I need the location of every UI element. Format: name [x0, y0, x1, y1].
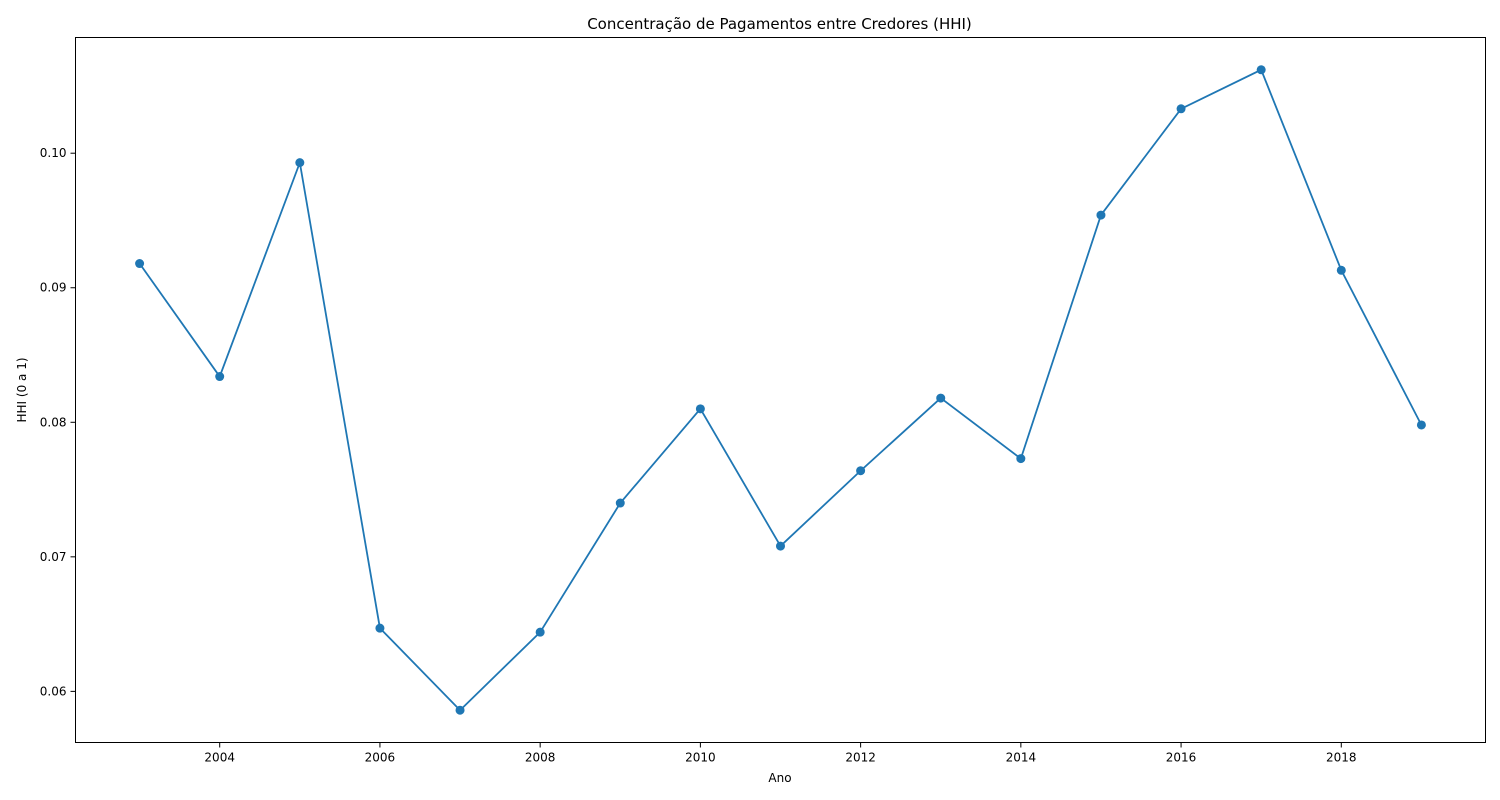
y-axis-ticks: 0.06 0.07 0.08 0.09 0.10	[40, 146, 76, 698]
x-tick-label: 2006	[365, 751, 396, 765]
y-axis-label: HHI (0 a 1)	[15, 357, 29, 422]
y-tick-label: 0.09	[40, 281, 67, 295]
x-axis-ticks: 2004 2006 2008 2010 2012 2014 2016 2018	[204, 742, 1357, 765]
data-point	[295, 158, 305, 168]
x-tick-label: 2010	[685, 751, 716, 765]
y-tick-label: 0.08	[40, 415, 67, 429]
data-point	[535, 627, 545, 637]
data-point	[375, 623, 385, 633]
data-point	[695, 404, 705, 414]
data-point	[1176, 104, 1186, 114]
data-point	[936, 393, 946, 403]
x-tick-label: 2014	[1006, 751, 1037, 765]
x-tick-label: 2008	[525, 751, 556, 765]
x-axis-label: Ano	[768, 771, 791, 785]
data-point	[455, 705, 465, 715]
y-tick-label: 0.10	[40, 146, 67, 160]
x-tick-label: 2012	[845, 751, 876, 765]
data-point	[1256, 65, 1266, 75]
series-points	[135, 65, 1426, 715]
data-point	[615, 498, 625, 508]
data-point	[215, 372, 225, 382]
plot-frame	[75, 37, 1486, 743]
data-point	[1416, 420, 1426, 430]
data-point	[856, 466, 866, 476]
chart-title: Concentração de Pagamentos entre Credore…	[587, 15, 972, 33]
y-tick-label: 0.06	[40, 684, 67, 698]
y-tick-label: 0.07	[40, 550, 67, 564]
data-point	[135, 259, 145, 269]
data-point	[1096, 210, 1106, 220]
data-point	[1336, 265, 1346, 275]
x-tick-label: 2016	[1166, 751, 1197, 765]
x-tick-label: 2004	[204, 751, 235, 765]
data-point	[1016, 454, 1026, 464]
data-point	[776, 541, 785, 551]
x-tick-label: 2018	[1326, 751, 1357, 765]
